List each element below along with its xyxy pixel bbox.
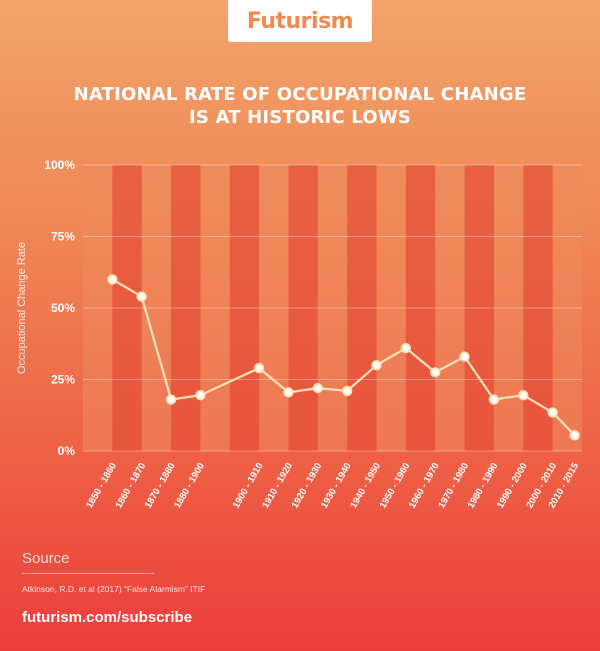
- background-stripe: [347, 165, 377, 451]
- subscribe-link[interactable]: futurism.com/subscribe: [22, 609, 193, 626]
- background-stripe: [376, 165, 406, 451]
- background-stripe: [259, 165, 289, 451]
- series-line: [111, 278, 576, 437]
- data-point: [400, 342, 412, 354]
- data-point: [569, 430, 580, 441]
- data-point: [107, 274, 118, 285]
- background-stripe: [552, 165, 582, 451]
- background-stripe: [405, 165, 436, 451]
- y-tick-label: 100%: [44, 158, 75, 172]
- data-point: [459, 351, 470, 362]
- background-stripe: [229, 165, 260, 451]
- background-stripe: [83, 165, 113, 451]
- data-point: [371, 360, 382, 371]
- chart-title-line-2: IS AT HISTORIC LOWS: [188, 107, 412, 128]
- background-stripe: [435, 165, 465, 451]
- background-stripe: [317, 165, 348, 451]
- data-point: [488, 394, 500, 405]
- source-citation: Atkinson, R.D. et al (2017) “False Alarm…: [22, 584, 206, 594]
- chart-title-line-1: NATIONAL RATE OF OCCUPATIONAL CHANGE: [73, 84, 527, 105]
- data-point: [341, 385, 353, 397]
- data-point: [195, 390, 206, 401]
- background-stripe: [493, 165, 524, 451]
- data-point: [312, 382, 324, 394]
- data-point: [165, 394, 177, 405]
- y-tick-label: 25%: [51, 373, 75, 387]
- futurism-logo: Futurism: [228, 0, 372, 42]
- chart-title: NATIONAL RATE OF OCCUPATIONAL CHANGE IS …: [0, 83, 600, 129]
- data-point: [283, 387, 294, 398]
- data-point: [518, 390, 529, 401]
- data-point: [136, 291, 147, 302]
- y-tick-label: 50%: [51, 301, 75, 315]
- background-stripe: [112, 165, 142, 451]
- source-label: Source: [22, 550, 70, 567]
- data-point: [547, 407, 558, 418]
- background-stripe: [200, 165, 230, 451]
- logo-text: Futurism: [246, 8, 354, 34]
- source-divider: [22, 573, 154, 574]
- data-point: [253, 362, 265, 374]
- y-tick-label: 75%: [51, 230, 75, 244]
- background-stripe: [171, 165, 201, 451]
- background-stripe: [464, 165, 494, 451]
- y-axis-title: Occupational Change Rate: [16, 242, 28, 374]
- background-stripe: [141, 165, 172, 451]
- data-point: [430, 367, 441, 378]
- y-tick-label: 0%: [58, 444, 76, 458]
- x-tick-label: 1880 - 1900: [172, 461, 207, 510]
- background-stripe: [288, 165, 318, 451]
